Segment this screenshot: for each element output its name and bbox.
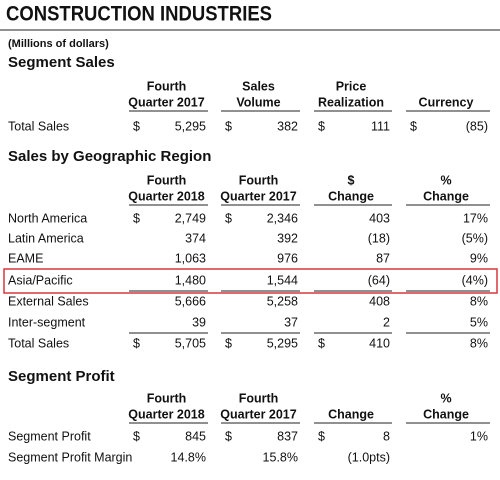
currency-sign: $	[225, 119, 232, 133]
column-header: Volume	[236, 95, 280, 109]
column-header: Change	[423, 407, 469, 421]
column-header: Change	[423, 189, 469, 203]
section-title: Segment Profit	[8, 368, 115, 385]
cell-value: 1,544	[267, 273, 298, 287]
column-header: Quarter 2017	[220, 189, 296, 203]
row-label: Latin America	[8, 231, 84, 245]
cell-value: 111	[371, 119, 390, 133]
currency-sign: $	[133, 429, 140, 443]
column-header: Change	[328, 407, 374, 421]
currency-sign: $	[318, 336, 325, 350]
cell-value: 845	[185, 429, 206, 443]
cell-value: 382	[277, 119, 298, 133]
row-label: EAME	[8, 251, 43, 265]
currency-sign: $	[318, 119, 325, 133]
cell-value: (5%)	[462, 231, 488, 245]
currency-sign: $	[225, 211, 232, 225]
cell-value: (64)	[368, 273, 390, 287]
row-label: External Sales	[8, 294, 89, 308]
cell-value: 5,666	[175, 294, 206, 308]
cell-value: 37	[284, 315, 298, 329]
cell-value: 2,749	[175, 211, 206, 225]
row-label: North America	[8, 211, 87, 225]
column-header: Quarter 2017	[128, 95, 204, 109]
cell-value: (85)	[466, 119, 488, 133]
cell-value: 837	[277, 429, 298, 443]
row-label: Asia/Pacific	[8, 273, 73, 287]
cell-value: 1,063	[175, 251, 206, 265]
currency-sign: $	[133, 211, 140, 225]
row-label: Segment Profit Margin	[8, 450, 132, 464]
currency-sign: $	[225, 336, 232, 350]
cell-value: 5,258	[267, 294, 298, 308]
cell-value: 1%	[470, 429, 488, 443]
cell-value: 403	[369, 211, 390, 225]
title: CONSTRUCTION INDUSTRIES	[6, 3, 272, 26]
cell-value: 17%	[463, 211, 488, 225]
row-label: Inter-segment	[8, 315, 86, 329]
row-label: Segment Profit	[8, 429, 91, 443]
cell-value: (1.0pts)	[348, 450, 390, 464]
currency-sign: $	[225, 429, 232, 443]
column-header: Price	[336, 79, 367, 93]
currency-sign: $	[410, 119, 417, 133]
cell-value: 15.8%	[263, 450, 298, 464]
column-header: Quarter 2018	[128, 407, 204, 421]
cell-value: 5,295	[267, 336, 298, 350]
column-header: Fourth	[147, 173, 187, 187]
column-header: Fourth	[147, 79, 187, 93]
cell-value: 374	[185, 231, 206, 245]
section-title: Sales by Geographic Region	[8, 148, 211, 165]
cell-value: 2	[383, 315, 390, 329]
subtitle: (Millions of dollars)	[8, 38, 109, 50]
cell-value: 5%	[470, 315, 488, 329]
cell-value: (18)	[368, 231, 390, 245]
section-title: Segment Sales	[8, 54, 115, 71]
column-header: Fourth	[239, 173, 279, 187]
cell-value: 9%	[470, 251, 488, 265]
column-header: Sales	[242, 79, 275, 93]
column-header: $	[348, 173, 355, 187]
column-header: Quarter 2017	[220, 407, 296, 421]
cell-value: (4%)	[462, 273, 488, 287]
cell-value: 410	[369, 336, 390, 350]
cell-value: 976	[277, 251, 298, 265]
cell-value: 2,346	[267, 211, 298, 225]
cell-value: 392	[277, 231, 298, 245]
column-header: Quarter 2018	[128, 189, 204, 203]
row-label: Total Sales	[8, 336, 69, 350]
cell-value: 8%	[470, 336, 488, 350]
highlight-box	[3, 268, 498, 294]
row-label: Total Sales	[8, 119, 69, 133]
cell-value: 408	[369, 294, 390, 308]
cell-value: 8%	[470, 294, 488, 308]
currency-sign: $	[318, 429, 325, 443]
currency-sign: $	[133, 119, 140, 133]
column-header: Currency	[419, 95, 474, 109]
column-header: Change	[328, 189, 374, 203]
cell-value: 14.8%	[171, 450, 206, 464]
column-header: %	[440, 391, 451, 405]
cell-value: 5,295	[175, 119, 206, 133]
cell-value: 87	[376, 251, 390, 265]
cell-value: 1,480	[175, 273, 206, 287]
column-header: Fourth	[239, 391, 279, 405]
cell-value: 39	[192, 315, 206, 329]
column-header: Realization	[318, 95, 384, 109]
column-header: Fourth	[147, 391, 187, 405]
currency-sign: $	[133, 336, 140, 350]
column-header: %	[440, 173, 451, 187]
cell-value: 8	[383, 429, 390, 443]
cell-value: 5,705	[175, 336, 206, 350]
